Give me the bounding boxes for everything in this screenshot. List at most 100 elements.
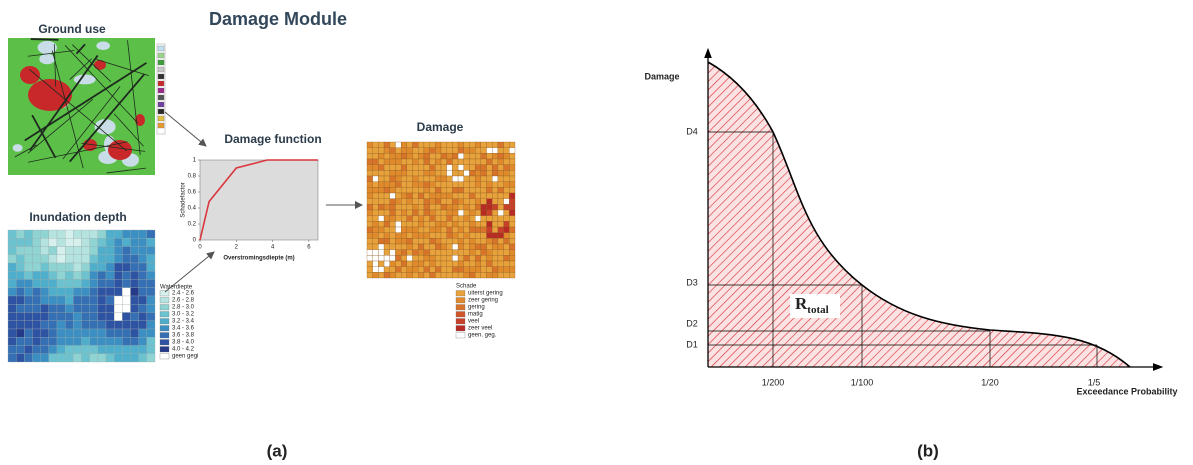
legend-swatch [158,53,164,58]
grid-cell [139,230,147,238]
grid-cell [413,204,419,210]
grid-cell [395,176,401,182]
grid-cell [90,304,98,312]
grid-cell [33,238,41,246]
grid-cell [378,153,384,159]
grid-cell [106,263,114,271]
grid-cell [395,153,401,159]
grid-cell [441,233,447,239]
grid-cell [131,321,139,329]
grid-cell [8,321,16,329]
grid-cell [504,187,510,193]
grid-cell [509,267,515,273]
grid-cell [430,182,436,188]
grid-cell [413,244,419,250]
grid-cell [492,216,498,222]
grid-cell [430,159,436,165]
grid-cell [24,346,32,354]
grid-cell [430,244,436,250]
grid-cell [8,296,16,304]
grid-cell [147,263,155,271]
grid-cell [122,280,130,288]
grid-cell [418,233,424,239]
grid-cell [384,216,390,222]
grid-cell [57,313,65,321]
grid-cell [384,227,390,233]
grid-cell [413,148,419,154]
legend-label: 3.2 - 3.4 [172,319,195,325]
grid-cell [487,148,493,154]
grid-cell [492,227,498,233]
grid-cell [106,321,114,329]
grid-cell [435,204,441,210]
grid-cell [106,238,114,246]
grid-cell [139,329,147,337]
grid-cell [24,304,32,312]
grid-cell [509,250,515,256]
grid-cell [98,296,106,304]
grid-cell [481,261,487,267]
grid-cell [114,255,122,263]
grid-cell [16,337,24,345]
grid-cell [418,187,424,193]
grid-cell [49,238,57,246]
water-patch [96,42,110,50]
grid-cell [452,272,458,278]
grid-cell [464,272,470,278]
grid-cell [481,250,487,256]
grid-cell [481,176,487,182]
grid-cell [504,153,510,159]
legend-swatch [158,60,164,65]
grid-cell [8,288,16,296]
grid-cell [139,263,147,271]
grid-cell [452,170,458,176]
grid-cell [407,159,413,165]
grid-cell [390,267,396,273]
function-plot-area [200,160,318,240]
grid-cell [413,193,419,199]
grid-cell [384,153,390,159]
grid-cell [373,210,379,216]
grid-cell [504,170,510,176]
grid-cell [469,261,475,267]
grid-cell [384,176,390,182]
grid-cell [418,199,424,205]
grid-cell [16,238,24,246]
grid-cell [452,216,458,222]
grid-cell [98,247,106,255]
grid-cell [407,221,413,227]
grid-cell [73,313,81,321]
grid-cell [90,271,98,279]
grid-cell [367,221,373,227]
grid-cell [131,230,139,238]
legend-label: 3.8 - 4.0 [172,340,195,346]
grid-cell [373,204,379,210]
grid-cell [49,263,57,271]
grid-cell [469,159,475,165]
grid-cell [384,233,390,239]
x-tick-label: 0 [198,245,202,251]
grid-cell [441,193,447,199]
grid-cell [481,233,487,239]
grid-cell [401,255,407,261]
grid-cell [114,337,122,345]
grid-cell [384,210,390,216]
grid-cell [82,288,90,296]
function-y-label: Schadefactor [181,182,187,217]
inundation-title: Inundation depth [29,210,126,224]
grid-cell [407,187,413,193]
grid-cell [458,244,464,250]
grid-cell [33,230,41,238]
grid-cell [147,247,155,255]
water-patch [13,144,23,152]
grid-cell [33,255,41,263]
grid-cell [413,142,419,148]
grid-cell [378,193,384,199]
level-label: D2 [686,318,698,328]
grid-cell [475,170,481,176]
grid-cell [139,255,147,263]
grid-cell [504,216,510,222]
grid-cell [464,153,470,159]
grid-cell [418,176,424,182]
grid-cell [413,159,419,165]
